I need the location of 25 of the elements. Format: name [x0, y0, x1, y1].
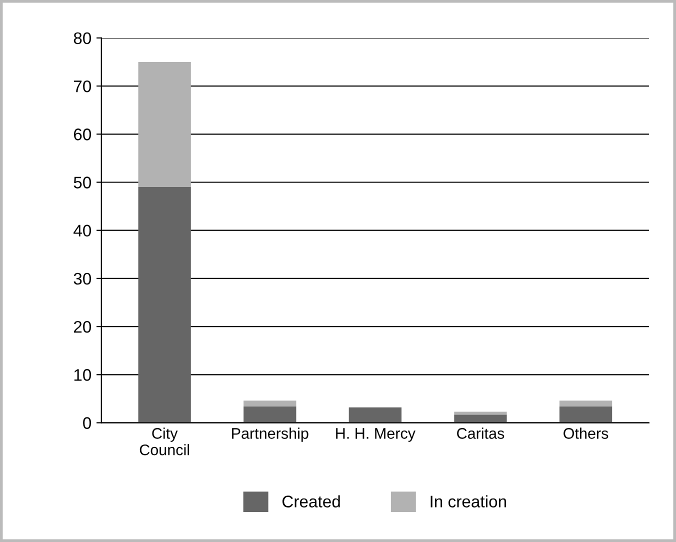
- bar: [559, 406, 612, 423]
- bar: [244, 406, 296, 423]
- y-tick-label: 30: [74, 272, 92, 285]
- y-tick-label: 50: [74, 176, 92, 188]
- y-tick-label: 80: [74, 32, 92, 44]
- y-tick-label: 70: [74, 80, 92, 92]
- y-tick-label: 60: [74, 128, 92, 140]
- x-tick-label: H. H. Mercy: [336, 428, 416, 442]
- bar: [244, 400, 296, 406]
- bar: [138, 187, 191, 423]
- bar: [138, 62, 191, 188]
- x-tick-label: Caritas: [457, 428, 504, 439]
- legend-label: Created: [282, 495, 340, 508]
- y-tick-label: 40: [74, 224, 92, 237]
- bar: [454, 414, 507, 423]
- x-tick-label: City Council: [140, 428, 190, 456]
- bar: [348, 407, 402, 423]
- y-tick-label: 20: [74, 320, 92, 333]
- y-tick-label: 10: [74, 369, 92, 381]
- bar: [454, 412, 507, 415]
- legend-label: In creation: [430, 495, 506, 508]
- y-tick-label: 0: [83, 417, 92, 429]
- bar: [559, 400, 612, 406]
- x-tick-label: Partnership: [232, 428, 308, 442]
- x-tick-label: Others: [564, 428, 608, 439]
